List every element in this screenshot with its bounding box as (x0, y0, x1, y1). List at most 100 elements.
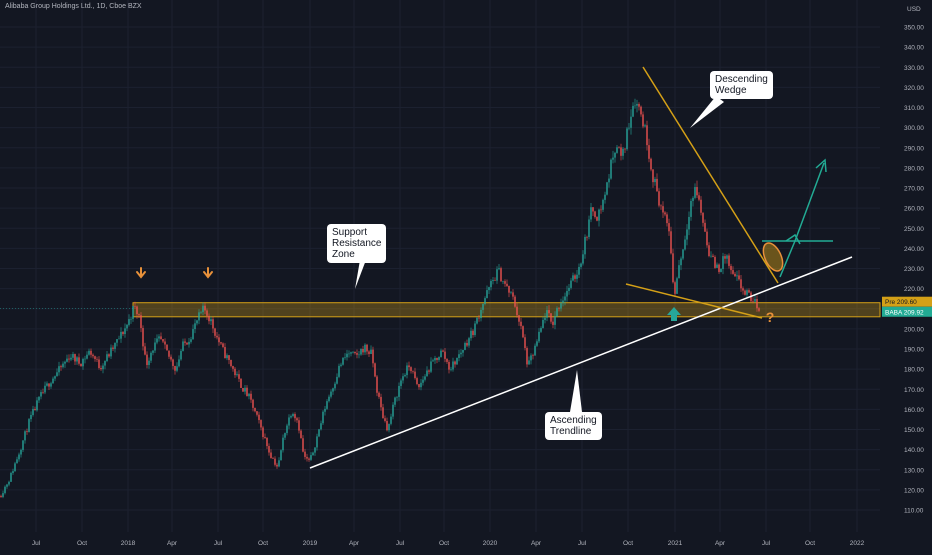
y-tick-label: 310.00 (904, 105, 924, 112)
callout-line: Zone (332, 249, 355, 260)
candle-body (502, 281, 504, 282)
candle-body (414, 371, 416, 379)
candle-body (72, 354, 74, 358)
candle-body (174, 365, 176, 371)
candle-body (496, 269, 498, 281)
candle-body (544, 317, 546, 320)
candle-body (626, 128, 628, 150)
candle-body (596, 216, 598, 221)
candle-body (412, 371, 414, 372)
candle-body (418, 384, 420, 388)
candle-body (618, 147, 620, 148)
candle-body (512, 292, 514, 297)
candle-body (594, 211, 596, 217)
candle-body (392, 404, 394, 417)
candle-body (424, 376, 426, 380)
candle-body (458, 354, 460, 358)
y-tick-label: 240.00 (904, 246, 924, 253)
candle-body (312, 452, 314, 456)
candle-body (664, 212, 666, 215)
candle-body (128, 319, 130, 325)
orange-down-arrow (136, 267, 146, 279)
candle-body (678, 265, 680, 279)
candle-body (340, 364, 342, 366)
candle-body (492, 280, 494, 282)
candle-body (552, 321, 554, 325)
ascending-trendline (309, 256, 853, 469)
candle-body (560, 303, 562, 309)
candle-body (454, 361, 456, 365)
candle-body (686, 229, 688, 240)
candle-body (608, 178, 610, 183)
candle-body (338, 365, 340, 377)
candle-body (602, 199, 604, 210)
candle-body (320, 423, 322, 430)
y-tick-label: 190.00 (904, 347, 924, 354)
candle-body (50, 383, 52, 387)
candle-body (426, 370, 428, 377)
candle-body (556, 308, 558, 317)
candle-body (244, 387, 246, 392)
candle-body (172, 359, 174, 366)
y-tick-label: 120.00 (904, 487, 924, 494)
candle-body (706, 231, 708, 246)
y-tick-label: 230.00 (904, 266, 924, 273)
candle-body (346, 353, 348, 358)
candle-body (144, 346, 146, 355)
support-zone-callout-pointer (355, 260, 366, 289)
candle-body (138, 314, 140, 316)
candle-body (468, 338, 470, 346)
candle-body (286, 425, 288, 434)
candle-body (162, 339, 164, 342)
candle-body (710, 255, 712, 257)
candle-body (630, 116, 632, 128)
candle-body (224, 346, 226, 359)
candle-body (284, 433, 286, 438)
x-tick-label: 2020 (483, 540, 498, 547)
candle-body (396, 396, 398, 398)
candle-body (508, 285, 510, 293)
candle-body (160, 336, 162, 340)
candle-body (444, 351, 446, 359)
candle-body (92, 354, 94, 357)
candle-body (702, 212, 704, 223)
candle-body (110, 347, 112, 357)
y-tick-label: 330.00 (904, 65, 924, 72)
candle-body (480, 309, 482, 319)
candle-body (422, 379, 424, 383)
price-axis[interactable]: 110.00 120.00 130.00 140.00 150.00 160.00 170.… (882, 6, 932, 515)
candle-body (622, 148, 624, 156)
candle-body (570, 280, 572, 288)
time-axis[interactable]: Jul Oct 2018 Apr Jul Oct 2019 Apr Jul Oct 2020 Apr J… (32, 540, 865, 547)
candle-body (388, 423, 390, 431)
candle-body (698, 195, 700, 200)
candle-body (58, 366, 60, 373)
candle-body (532, 355, 534, 356)
candle-body (272, 458, 274, 459)
candle-body (536, 341, 538, 346)
candle-body (30, 414, 32, 420)
candle-body (178, 359, 180, 367)
candle-body (616, 147, 618, 153)
candle-body (410, 367, 412, 372)
candle-body (142, 328, 144, 347)
x-tick-label: Oct (805, 540, 815, 547)
candle-body (40, 392, 42, 397)
candle-body (568, 287, 570, 291)
candle-body (408, 365, 410, 368)
y-tick-label: 290.00 (904, 145, 924, 152)
y-tick-label: 130.00 (904, 467, 924, 474)
candle-body (452, 361, 454, 370)
candle-body (400, 380, 402, 386)
candle-body (726, 255, 728, 259)
candle-body (654, 178, 656, 183)
candle-body (620, 147, 622, 156)
candle-body (756, 299, 758, 309)
candle-body (600, 209, 602, 211)
candle-body (76, 357, 78, 362)
candle-body (198, 312, 200, 321)
candle-body (572, 275, 574, 281)
candle-body (98, 359, 100, 369)
